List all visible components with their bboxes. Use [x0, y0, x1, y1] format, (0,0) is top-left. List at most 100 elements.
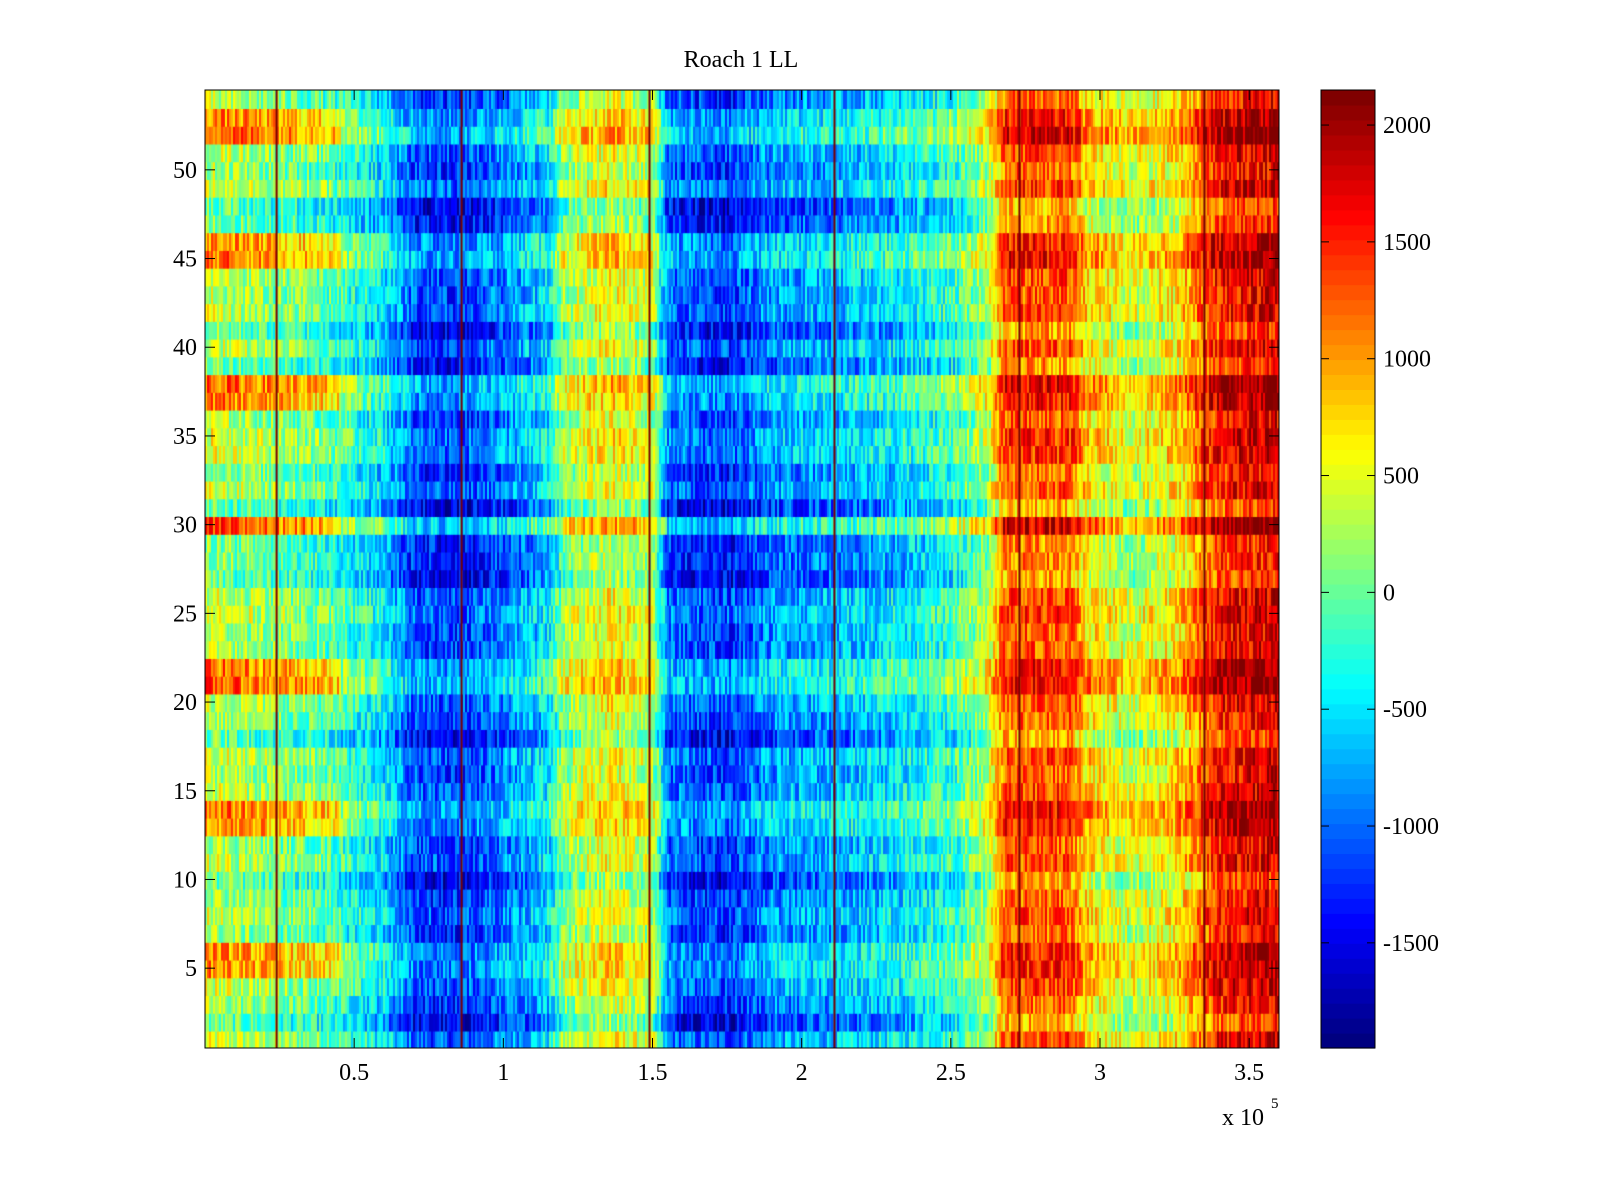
colorbar-segment — [1321, 658, 1375, 675]
colorbar-segment — [1321, 1003, 1375, 1019]
colorbar-segment — [1321, 838, 1375, 855]
x-tick-label: 2 — [796, 1060, 808, 1086]
colorbar-tick-label: 0 — [1383, 580, 1395, 606]
y-tick-label: 5 — [185, 956, 197, 982]
colorbar-segment — [1321, 973, 1375, 989]
colorbar-segment — [1321, 464, 1375, 480]
colorbar-segment — [1321, 883, 1375, 899]
colorbar: 2000 1500 1000 500 0 -500 -1000 -1500 — [1320, 89, 1439, 1049]
colorbar-segment — [1321, 703, 1375, 720]
colorbar-segment — [1321, 389, 1375, 405]
y-axis: 5 10 15 20 25 30 35 40 45 50 — [173, 158, 1279, 982]
colorbar-segment — [1321, 539, 1375, 555]
colorbar-segment — [1321, 1033, 1375, 1049]
colorbar-segment — [1321, 149, 1375, 166]
colorbar-segment — [1321, 194, 1375, 211]
colorbar-segment — [1321, 434, 1375, 450]
y-tick-label: 50 — [173, 158, 197, 184]
colorbar-frame — [1320, 89, 1376, 1049]
colorbar-segment — [1321, 134, 1375, 151]
x-tick-label: 2.5 — [936, 1060, 966, 1086]
heatmap-cells — [205, 90, 1279, 1048]
colorbar-segment — [1321, 119, 1375, 136]
colorbar-segment — [1321, 853, 1375, 869]
x-tick-label: 3 — [1094, 1060, 1106, 1086]
colorbar-segment — [1321, 748, 1375, 765]
colorbar-segment — [1321, 643, 1375, 660]
colorbar-segment — [1321, 688, 1375, 705]
y-tick-label: 20 — [173, 690, 197, 716]
colorbar-segment — [1321, 104, 1375, 121]
colorbar-segment — [1321, 299, 1375, 316]
colorbar-segment — [1321, 374, 1375, 390]
colorbar-segment — [1321, 494, 1375, 510]
x-tick-label: 3.5 — [1234, 1060, 1264, 1086]
colorbar-segment — [1321, 509, 1375, 525]
colorbar-segment — [1321, 793, 1375, 810]
x-axis-exponent-power: 5 — [1271, 1096, 1279, 1112]
x-axis-exponent-base: x 10 — [1222, 1105, 1264, 1131]
colorbar-segment — [1321, 90, 1375, 106]
colorbar-segment — [1321, 344, 1375, 361]
colorbar-segment — [1321, 314, 1375, 331]
colorbar-segment — [1321, 524, 1375, 540]
x-tick-label: 1.5 — [638, 1060, 668, 1086]
y-tick-label: 40 — [173, 335, 197, 361]
colorbar-segment — [1321, 778, 1375, 795]
y-tick-label: 45 — [173, 247, 197, 273]
colorbar-segment — [1321, 808, 1375, 825]
heatmap-plot-area — [205, 90, 1279, 1048]
y-tick-label: 35 — [173, 424, 197, 450]
colorbar-segment — [1321, 224, 1375, 241]
x-axis: 0.5 1 1.5 2 2.5 3 3.5 — [339, 90, 1264, 1086]
colorbar-segment — [1321, 988, 1375, 1004]
colorbar-segment — [1321, 239, 1375, 256]
chart-title: Roach 1 LL — [684, 47, 799, 73]
plot-frame — [204, 89, 1280, 1049]
colorbar-segment — [1321, 868, 1375, 884]
colorbar-segment — [1321, 958, 1375, 974]
colorbar-segment — [1321, 763, 1375, 780]
colorbar-segment — [1321, 479, 1375, 495]
colorbar-segment — [1321, 928, 1375, 944]
y-tick-label: 10 — [173, 867, 197, 893]
colorbar-segment — [1321, 254, 1375, 271]
colorbar-tick-label: 1000 — [1383, 347, 1431, 373]
colorbar-segment — [1321, 404, 1375, 420]
x-tick-label: 0.5 — [339, 1060, 369, 1086]
colorbar-segment — [1321, 449, 1375, 465]
colorbar-tick-label: -1000 — [1383, 814, 1439, 840]
y-tick-label: 25 — [173, 601, 197, 627]
colorbar-segment — [1321, 269, 1375, 286]
y-tick-label: 30 — [173, 513, 197, 539]
colorbar-segment — [1321, 583, 1375, 600]
colorbar-segment — [1321, 673, 1375, 690]
colorbar-segment — [1321, 943, 1375, 959]
colorbar-tick-label: 2000 — [1383, 113, 1431, 139]
colorbar-segment — [1321, 628, 1375, 645]
colorbar-tick-label: -1500 — [1383, 931, 1439, 957]
colorbar-segment — [1321, 569, 1375, 585]
colorbar-segment — [1321, 913, 1375, 929]
colorbar-segment — [1321, 209, 1375, 226]
colorbar-segment — [1321, 359, 1375, 376]
colorbar-segment — [1321, 1018, 1375, 1034]
colorbar-segment — [1321, 718, 1375, 735]
colorbar-segment — [1321, 823, 1375, 840]
colorbar-segment — [1321, 419, 1375, 435]
colorbar-segment — [1321, 329, 1375, 346]
colorbar-tick-label: -500 — [1383, 697, 1427, 723]
colorbar-segment — [1321, 598, 1375, 615]
colorbar-segment — [1321, 179, 1375, 196]
colorbar-tick-label: 500 — [1383, 464, 1419, 490]
colorbar-segment — [1321, 284, 1375, 301]
y-tick-label: 15 — [173, 779, 197, 805]
x-axis-exponent: x 10 5 — [1222, 1096, 1279, 1131]
colorbar-segment — [1321, 733, 1375, 750]
colorbar-segment — [1321, 898, 1375, 914]
colorbar-segment — [1321, 554, 1375, 570]
colorbar-segment — [1321, 613, 1375, 630]
x-tick-label: 1 — [497, 1060, 509, 1086]
colorbar-segment — [1321, 164, 1375, 181]
